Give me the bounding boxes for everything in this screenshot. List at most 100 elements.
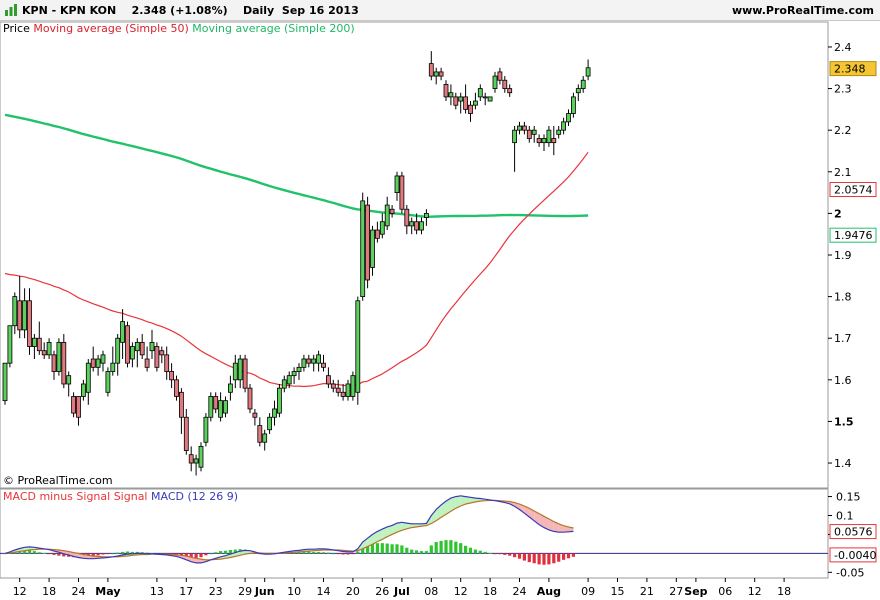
candle-body [365,204,371,281]
price-y-tick-label: 1.4 [834,457,852,470]
candle-body [36,337,42,352]
x-tick-label: 29 [238,585,252,598]
candle-body [125,325,130,364]
x-tick-label: May [95,585,120,598]
candle-body [286,375,292,385]
candle-body [154,346,160,368]
candle-body [428,63,434,77]
macd-fill [558,523,564,533]
candle-body [433,71,439,77]
macd-hist-bar [228,549,232,554]
candle-body [556,129,562,135]
candle-body [262,433,268,443]
x-tick-label: 15 [611,585,625,598]
macd-hist-bar [116,552,120,554]
candle-body [22,300,28,331]
candle-body [223,400,228,414]
candle-body [423,212,429,218]
candle-body [316,354,322,364]
candle-body [178,391,184,418]
candle-body [585,67,591,77]
candle-body [291,371,297,377]
candle-body [51,354,57,372]
candle-body [164,354,170,372]
candle-body [448,92,454,98]
macd-fill [382,526,388,540]
macd-fill [372,531,378,545]
candle-body [129,346,135,360]
macd-hist-bar [297,551,301,554]
candle-body [571,96,576,114]
macd-hist-bar [566,553,571,559]
candle-body [85,362,91,393]
macd-fill [446,498,451,515]
candle-body [2,362,8,402]
macd-hist-bar [370,543,375,554]
candle-body [66,375,72,385]
candle-body [41,350,47,356]
macd-hist-bar [223,550,228,554]
macd-fill [362,538,368,549]
macd-fill [401,522,407,531]
candle-body [134,341,140,352]
macd-hist-bar [331,553,335,555]
x-tick-label: 18 [483,585,497,598]
ma50-badge: 2.0574 [834,184,873,197]
macd-hist-bar [321,552,326,554]
macd-hist-bar [439,540,443,554]
candle-body [321,362,326,368]
price-panel [0,21,829,489]
candle-body [360,200,366,298]
candle-body [90,358,96,368]
candle-body [144,358,150,368]
candle-body [492,75,498,89]
candle-body [522,125,527,131]
candle-body [482,96,488,99]
macd-hist-bar [498,553,502,555]
macd-fill [563,525,569,533]
site-link[interactable]: www.ProRealTime.com [731,4,874,17]
candle-body [61,341,67,385]
candle-body [115,337,121,364]
candle-body [325,375,331,385]
copyright-label: © ProRealTime.com [3,474,113,487]
candle-body [541,138,547,144]
candle-body [370,229,375,268]
candle-body [193,458,199,464]
candle-body [340,391,346,397]
macd-y-tick-label: 0.15 [836,491,861,504]
macd-hist-bar [52,553,56,555]
macd-hist-bar [415,550,419,554]
macd-hist-bar [194,553,198,558]
macd-hist-bar [454,541,458,554]
candle-body [394,175,400,193]
candle-body [404,208,410,227]
macd-hist-bar [449,540,453,554]
macd-hist-bar [419,551,424,554]
candle-body [276,387,282,414]
macd-fill [397,522,402,533]
macd-hist-bar [429,545,433,554]
candle-body [502,79,508,89]
macd-hist-bar [508,553,512,556]
macd-hist-bar [62,553,66,557]
macd-fill [392,523,397,535]
candle-body [580,79,586,89]
macd-fill [455,495,461,509]
macd-fill [377,529,383,542]
price-y-tick-label: 1.7 [834,332,852,345]
macd-hist-bar [214,552,218,554]
candle-body [76,396,81,418]
candle-body [345,383,351,397]
candle-body [497,71,503,81]
candle-body [100,354,106,364]
candle-body [267,416,273,431]
candle-body [105,371,111,393]
macd-hist-bar [571,553,575,557]
macd-hist-bar [174,553,179,555]
candle-body [414,221,420,231]
candle-body [306,358,312,364]
macd-hist-bar [106,553,110,555]
macd-hist-bar [380,543,384,554]
macd-fill [465,496,471,505]
